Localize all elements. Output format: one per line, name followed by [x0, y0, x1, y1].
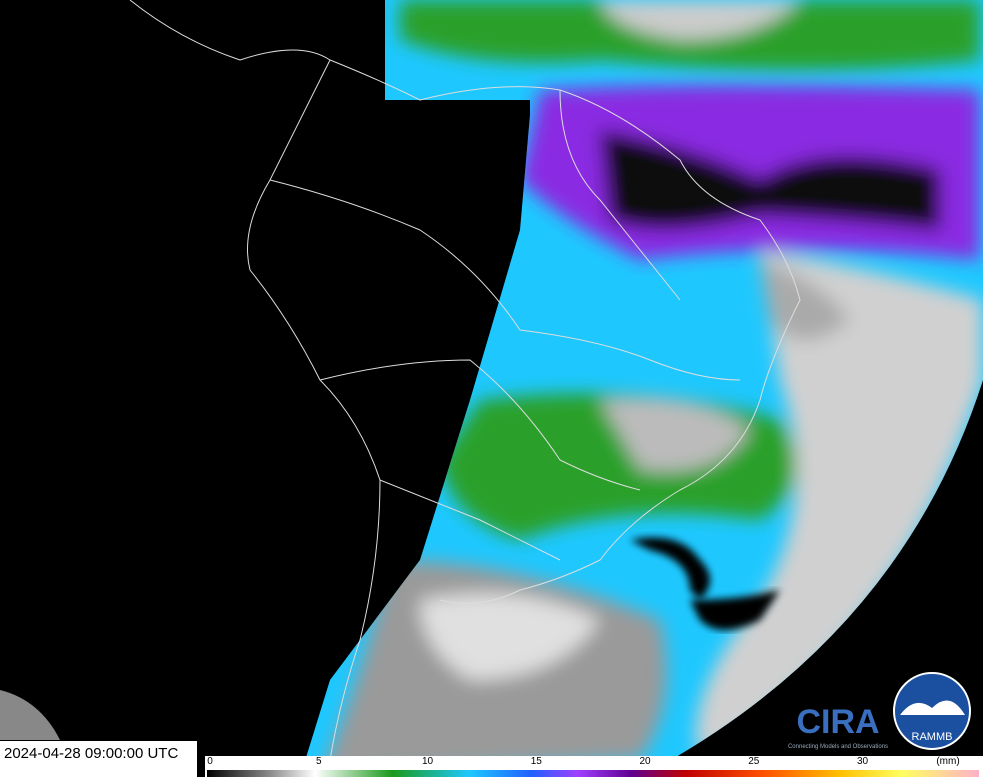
- colorbar-tick-label: 0: [207, 756, 213, 767]
- colorbar-gradient: [207, 770, 979, 777]
- colorbar-unit: (mm): [936, 756, 960, 767]
- rammb-logo: RAMMB: [893, 672, 971, 750]
- rammb-cloud: [900, 700, 965, 715]
- cira-tagline: Connecting Models and Observations: [788, 744, 888, 750]
- rammb-text: RAMMB: [912, 731, 953, 743]
- colorbar-tick-label: 20: [639, 756, 651, 767]
- timestamp: 2024-04-28 09:00:00 UTC: [0, 741, 197, 777]
- colorbar-tick-label: 5: [315, 756, 322, 767]
- colorbar: (mm) 0 5 10 15 20 25 30: [205, 756, 983, 777]
- cira-text: CIRA: [796, 703, 879, 741]
- country-borders: [129, 0, 801, 761]
- colorbar-tick-label: 25: [748, 756, 760, 767]
- cira-logo: CIRA Connecting Models and Observations: [788, 703, 888, 750]
- precipitable-water-field: [300, 0, 983, 777]
- map-corner: [0, 690, 60, 740]
- colorbar-tick-label: 10: [421, 756, 434, 767]
- colorbar-tick-label: 30: [856, 756, 869, 767]
- colorbar-tick-label: 15: [530, 756, 542, 767]
